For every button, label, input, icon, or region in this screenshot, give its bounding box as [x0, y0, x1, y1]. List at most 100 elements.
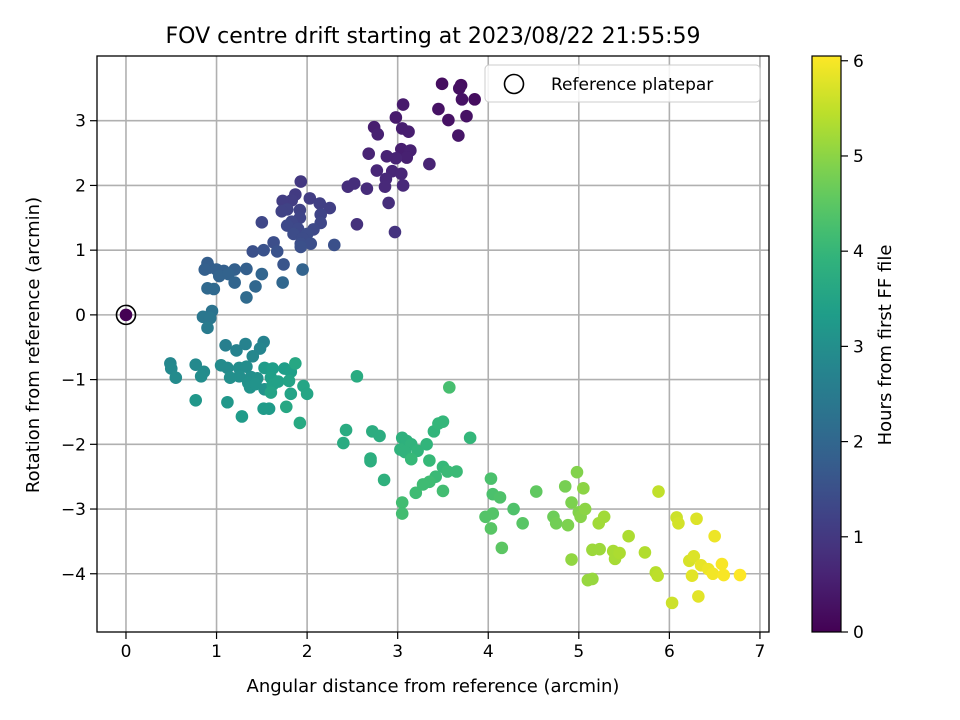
- data-point: [169, 371, 183, 384]
- reference-marker: [115, 304, 137, 326]
- data-point: [460, 109, 473, 123]
- data-point: [284, 387, 298, 401]
- data-point: [570, 465, 584, 479]
- data-point: [622, 529, 635, 543]
- colorbar-label: Hours from first FF file: [875, 245, 896, 446]
- data-point: [221, 395, 234, 409]
- y-axis-label: Rotation from reference (arcmin): [23, 197, 44, 493]
- colorbar-tick-label: 0: [853, 623, 864, 643]
- data-point: [119, 308, 133, 322]
- data-point: [304, 237, 318, 250]
- colorbar-tick-label: 3: [853, 337, 864, 357]
- data-point: [593, 542, 606, 556]
- data-point: [300, 387, 314, 401]
- data-point: [239, 337, 252, 351]
- colorbar-tick-label: 5: [853, 147, 864, 167]
- data-point: [529, 485, 543, 498]
- data-point: [388, 225, 402, 239]
- data-point: [373, 429, 386, 443]
- data-point: [586, 572, 599, 586]
- data-point: [687, 549, 701, 563]
- data-point: [327, 238, 341, 252]
- data-point: [277, 258, 290, 271]
- data-point: [672, 516, 685, 530]
- data-point: [246, 349, 260, 363]
- data-point: [240, 262, 253, 276]
- data-point: [665, 596, 679, 610]
- data-point: [452, 82, 466, 95]
- data-point: [194, 370, 208, 383]
- data-point: [323, 201, 337, 215]
- data-point: [201, 321, 214, 335]
- y-tick-label: 2: [75, 176, 86, 196]
- data-point: [378, 180, 392, 194]
- data-point: [638, 546, 652, 559]
- data-point: [389, 151, 403, 165]
- data-point: [294, 175, 308, 188]
- data-point: [246, 245, 260, 258]
- legend: Reference platepar: [484, 64, 761, 103]
- data-point: [409, 486, 423, 500]
- x-tick-label: 2: [302, 642, 313, 662]
- x-tick-label: 3: [392, 642, 403, 662]
- data-point: [493, 491, 507, 504]
- data-point: [441, 465, 454, 478]
- chart-title: FOV centre drift starting at 2023/08/22 …: [166, 24, 701, 49]
- colorbar-gradient: [811, 55, 842, 633]
- data-point: [264, 386, 278, 399]
- data-point: [651, 569, 664, 582]
- data-point: [240, 360, 253, 373]
- plot-area: 0 1 2 3 4 5 6 7 3 2 1 0 −1 −2 −3 −4: [61, 55, 770, 662]
- legend-box: [484, 64, 761, 103]
- data-point: [230, 344, 243, 357]
- data-point: [715, 557, 729, 571]
- data-point: [396, 98, 410, 111]
- data-point: [416, 478, 430, 491]
- data-point: [455, 93, 469, 106]
- colorbar-tick-label: 2: [853, 433, 864, 453]
- data-point: [255, 267, 269, 281]
- data-point: [558, 480, 572, 493]
- y-tick-label: 1: [75, 241, 86, 261]
- data-point: [463, 431, 477, 445]
- data-point: [450, 465, 463, 478]
- data-point: [360, 182, 374, 195]
- data-point: [350, 370, 364, 383]
- data-point: [516, 516, 529, 530]
- data-point: [294, 240, 308, 254]
- data-point: [436, 415, 450, 428]
- y-tick-label: −3: [61, 500, 86, 520]
- data-point: [565, 553, 578, 566]
- data-point: [255, 216, 269, 229]
- data-point: [733, 568, 747, 582]
- data-point: [296, 263, 309, 276]
- data-point: [240, 291, 253, 304]
- data-point: [442, 113, 455, 127]
- data-point: [279, 400, 293, 414]
- axes-frame: [96, 55, 770, 633]
- colorbar-tick-label: 6: [853, 52, 864, 72]
- x-axis-label: Angular distance from reference (arcmin): [247, 676, 620, 697]
- data-point: [400, 151, 414, 164]
- data-point: [452, 129, 465, 142]
- y-tick-label: −4: [61, 565, 86, 585]
- data-point: [235, 410, 249, 423]
- x-tick-label: 4: [483, 642, 494, 662]
- data-point: [706, 567, 720, 581]
- data-point: [561, 518, 575, 532]
- data-point: [257, 243, 270, 257]
- data-point: [228, 276, 241, 289]
- data-point: [396, 179, 410, 192]
- data-point: [293, 416, 307, 430]
- data-point: [435, 77, 449, 91]
- data-point: [708, 529, 721, 543]
- data-point: [198, 263, 212, 276]
- data-point: [690, 512, 703, 526]
- data-point: [371, 128, 385, 141]
- data-point: [203, 311, 217, 325]
- x-tick-label: 0: [121, 642, 132, 662]
- data-point: [189, 358, 203, 372]
- data-point: [549, 516, 563, 530]
- data-point: [350, 217, 364, 231]
